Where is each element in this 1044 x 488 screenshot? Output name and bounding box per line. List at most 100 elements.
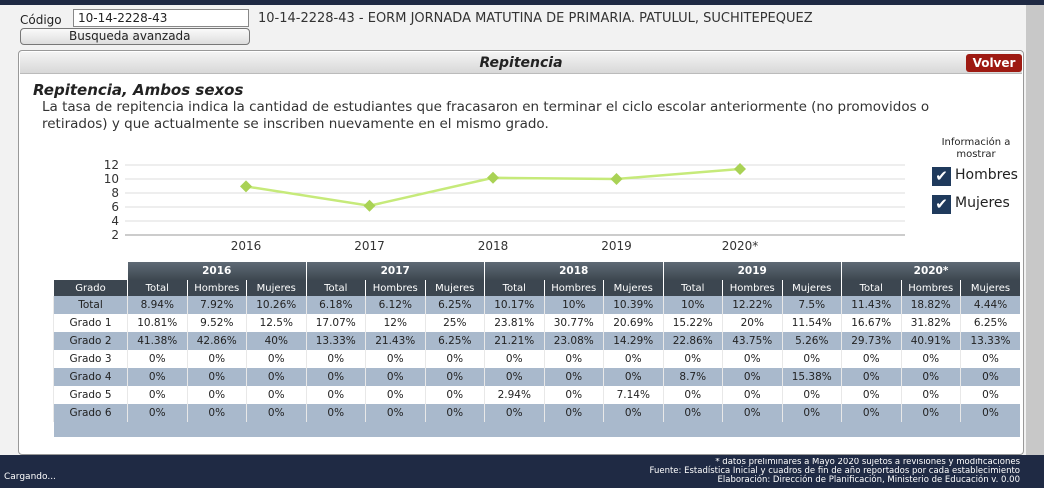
table-cell: 2.94% [484, 386, 544, 404]
scrollbar[interactable] [1026, 5, 1044, 455]
table-cell: 12% [365, 314, 425, 332]
table-cell: 0% [365, 404, 425, 422]
table-cell: 0% [424, 368, 485, 386]
table-row: Grado 6 0% 0% 0% 0% 0% 0% 0% 0% 0% 0% 0% 0% 0% 0% 0% [53, 404, 1021, 422]
table-cell: 4.44% [960, 296, 1021, 314]
column-row: Grado Total Hombres Mujeres Total Hombres Muje… [53, 280, 1021, 296]
x-tick-label: 2016 [231, 239, 262, 253]
table-cell: 0% [186, 386, 247, 404]
table-cell: 0% [662, 350, 723, 368]
column-header: Total [484, 280, 544, 296]
table-cell: 0% [424, 350, 485, 368]
table-cell: 0% [127, 386, 187, 404]
year-header: 2018 [484, 262, 663, 280]
table-cell: Grado 4 [53, 368, 128, 386]
table-cell: 40.91% [900, 332, 961, 350]
search-button[interactable]: Busqueda avanzada [20, 28, 250, 45]
table-cell: 10% [543, 296, 604, 314]
table-cell: 12.22% [722, 296, 782, 314]
point [240, 180, 252, 193]
table-cell: Grado 3 [53, 350, 128, 368]
table-cell: 11.43% [841, 296, 901, 314]
table-cell: 17.07% [305, 314, 366, 332]
column-header: Mujeres [960, 280, 1021, 296]
table-row: Grado 3 0% 0% 0% 0% 0% 0% 0% 0% 0% 0% 0% 0% 0% 0% 0% [53, 350, 1021, 368]
y-tick-label: 12 [104, 158, 119, 172]
footer-note: Fuente: Estadística Inicial y cuadros de… [649, 466, 1020, 476]
table-cell: 0% [305, 404, 366, 422]
column-header: Grado [53, 280, 128, 296]
checkbox[interactable]: ✔ [932, 167, 951, 186]
column-header: Hombres [900, 280, 961, 296]
y-tick-label: 10 [104, 172, 119, 186]
status: Cargando... [4, 472, 56, 482]
x-tick-label: 2018 [478, 239, 509, 253]
year-header: 2017 [305, 262, 485, 280]
table-cell: 0% [543, 386, 604, 404]
table-cell: 0% [722, 404, 782, 422]
table-cell: 6.18% [305, 296, 366, 314]
column-header: Total [841, 280, 901, 296]
checkbox-label: Hombres [955, 167, 1018, 183]
y-tick-label: 8 [111, 186, 119, 200]
table-cell: 10.26% [246, 296, 306, 314]
checkbox[interactable]: ✔ [932, 195, 951, 214]
table-cell: 18.82% [900, 296, 961, 314]
table-cell: 0% [365, 386, 425, 404]
table-cell: 29.73% [841, 332, 901, 350]
table-cell: 6.25% [424, 332, 485, 350]
code-input[interactable]: 10-14-2228-43 [73, 9, 249, 27]
top-bar [0, 0, 1044, 5]
table-cell: 31.82% [900, 314, 961, 332]
table-row: Grado 1 10.81% 9.52% 12.5% 17.07% 12% 25% 23.81… [53, 314, 1021, 332]
table-cell: 0% [246, 350, 306, 368]
table-cell: 0% [960, 368, 1021, 386]
table-cell: 0% [186, 368, 247, 386]
x-tick-label: 2017 [354, 239, 385, 253]
table-cell: 21.43% [365, 332, 425, 350]
table-cell: 0% [484, 350, 544, 368]
table-cell: 0% [424, 386, 485, 404]
table-cell: 30.77% [543, 314, 604, 332]
year-header: 2020* [841, 262, 1021, 280]
table-cell: 0% [841, 368, 901, 386]
table-cell: Grado 1 [53, 314, 128, 332]
table-cell: 0% [662, 404, 723, 422]
column-header: Total [662, 280, 723, 296]
blank [53, 262, 128, 280]
table-cell: 0% [305, 386, 366, 404]
y-tick-label: 6 [111, 200, 119, 214]
table-cell: 0% [781, 386, 842, 404]
table-cell: 7.92% [186, 296, 247, 314]
table-cell: 15.38% [781, 368, 842, 386]
table-cell: 6.12% [365, 296, 425, 314]
table-cell: 10.39% [603, 296, 663, 314]
table-cell: 0% [900, 368, 961, 386]
table-cell: 0% [841, 404, 901, 422]
x-tick-label: 2020* [722, 239, 759, 253]
table-cell: 0% [722, 386, 782, 404]
table-cell: 0% [841, 350, 901, 368]
table-cell: 0% [960, 404, 1021, 422]
table-cell: 0% [603, 404, 663, 422]
table-cell: 13.33% [960, 332, 1021, 350]
table-cell: 0% [722, 368, 782, 386]
column-header: Hombres [186, 280, 247, 296]
year-row: 2016 2017 2018 2019 2020* [53, 262, 1021, 280]
table-cell: 0% [365, 350, 425, 368]
table-cell: 0% [543, 350, 604, 368]
code-label: Código [20, 13, 62, 27]
back-button[interactable]: Volver [966, 54, 1022, 72]
footer: Cargando... * datos preliminares a Mayo … [0, 455, 1044, 488]
column-header: Mujeres [603, 280, 663, 296]
point [487, 171, 499, 184]
table-cell: 0% [127, 368, 187, 386]
table-cell: 10% [662, 296, 723, 314]
footer-note: * datos preliminares a Mayo 2020 sujetos… [715, 458, 1020, 467]
table-cell: 9.52% [186, 314, 247, 332]
column-header: Total [305, 280, 366, 296]
table-cell: 13.33% [305, 332, 366, 350]
table-cell: 0% [603, 350, 663, 368]
